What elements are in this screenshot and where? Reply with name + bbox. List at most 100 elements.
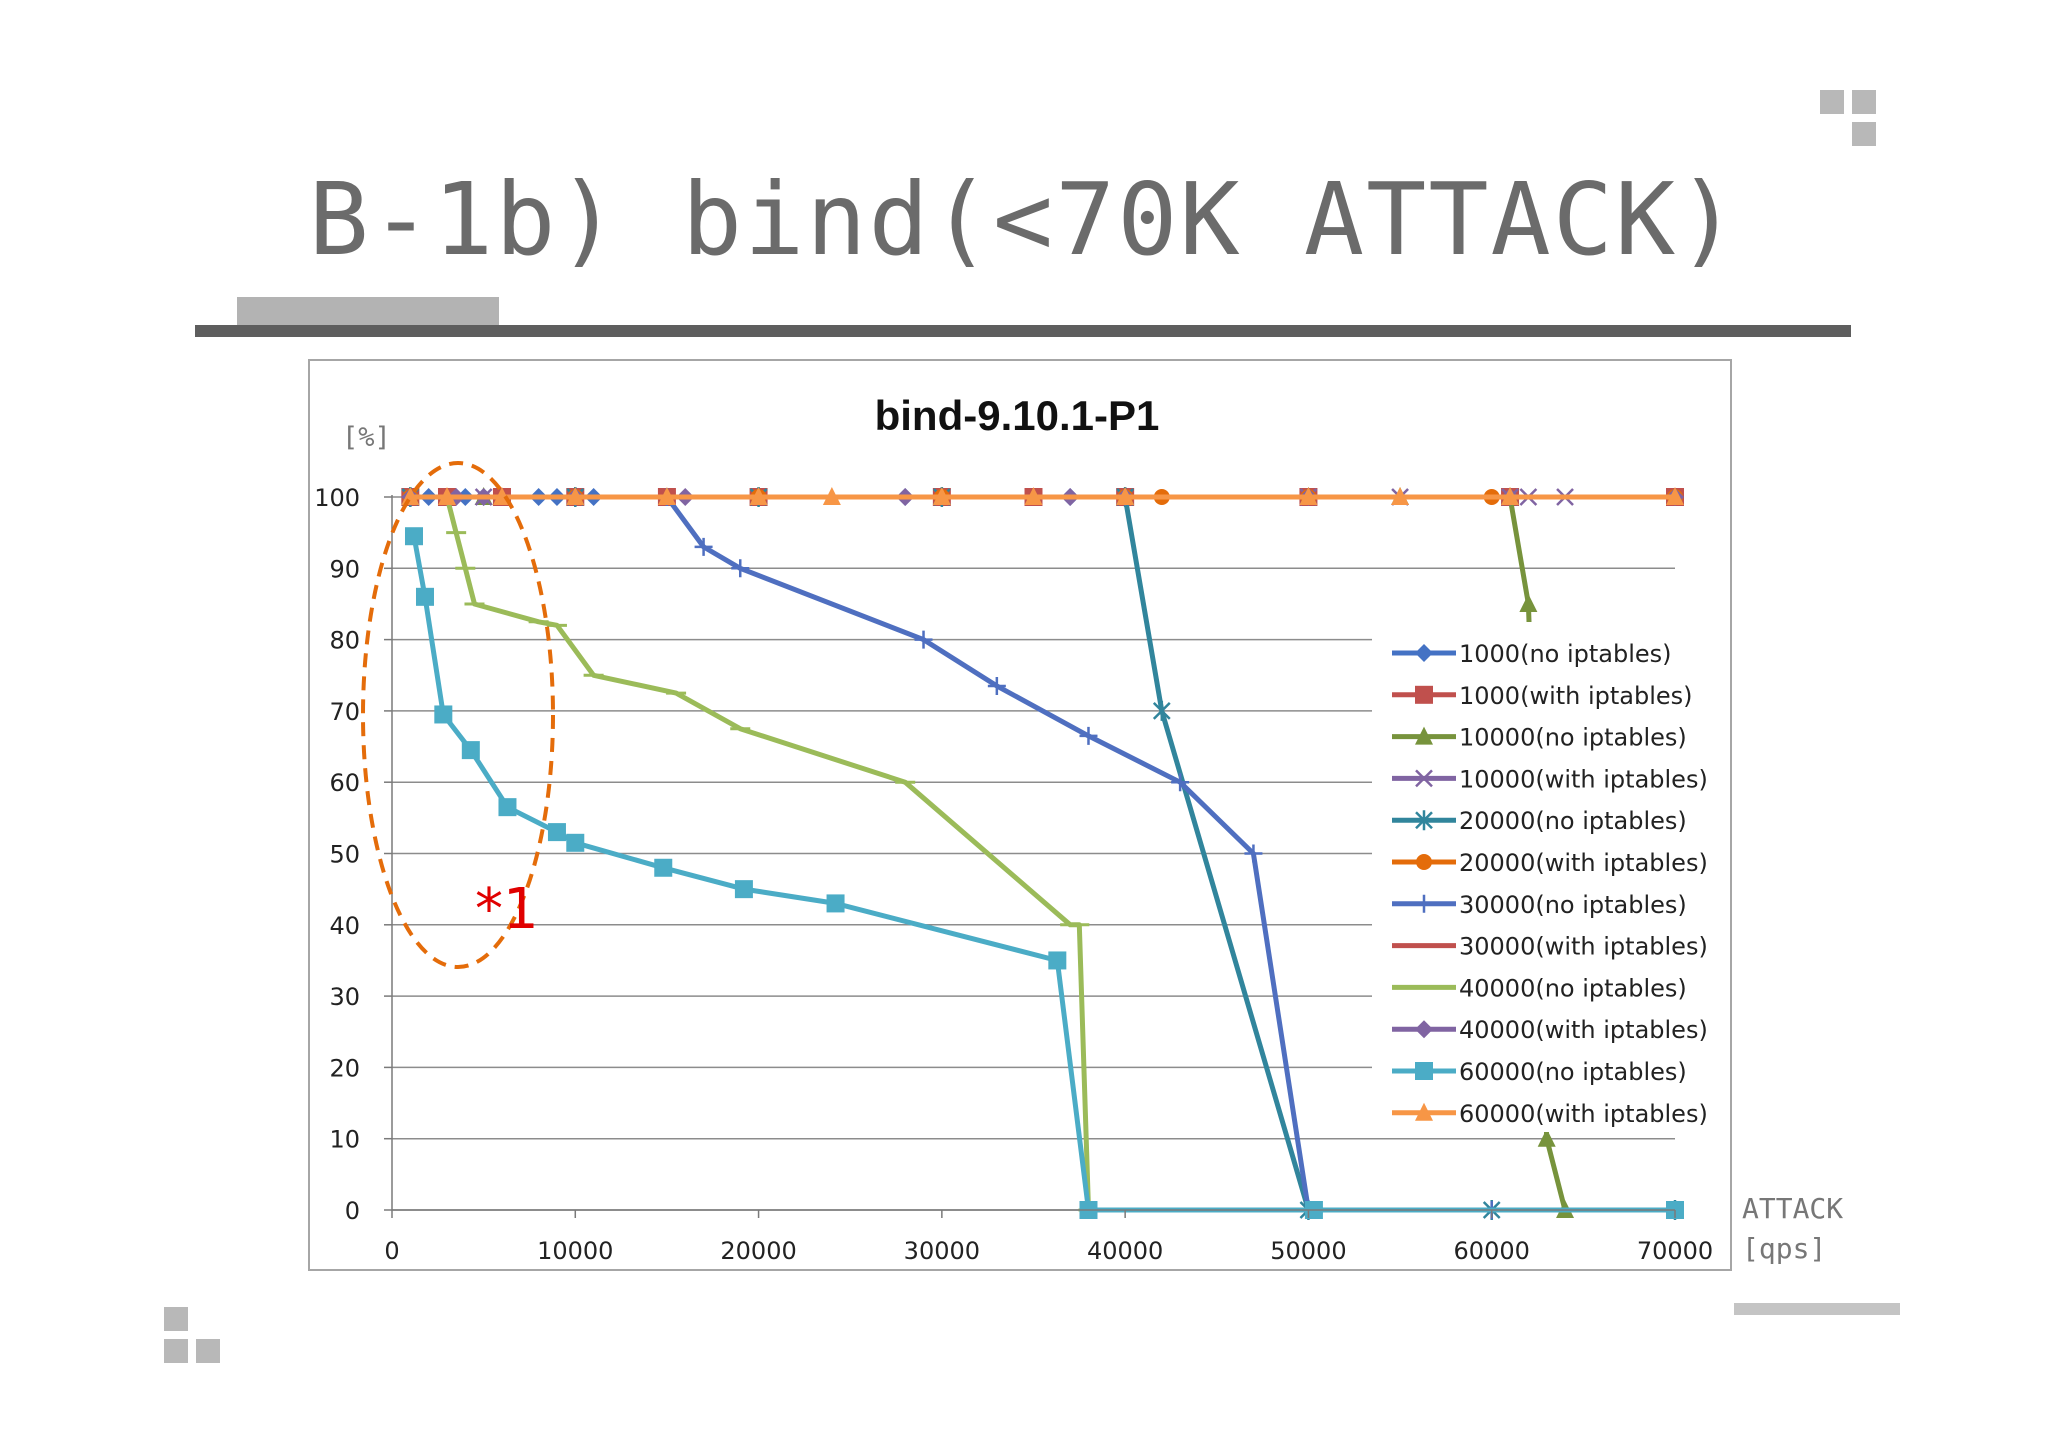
data-point [1415, 1020, 1433, 1039]
data-point [566, 487, 585, 505]
legend-label: 20000(no iptables) [1459, 807, 1687, 835]
y-tick-label: 20 [329, 1054, 360, 1082]
y-tick-label: 50 [329, 841, 360, 869]
legend-item: 60000(with iptables) [1392, 1100, 1708, 1128]
annotation-label: *1 [475, 877, 539, 942]
legend-label: 60000(no iptables) [1459, 1058, 1687, 1086]
chart-title: bind-9.10.1-P1 [875, 392, 1160, 439]
data-point [1415, 810, 1433, 831]
x-axis-label-line2: [qps] [1742, 1232, 1826, 1265]
y-tick-label: 10 [329, 1126, 360, 1154]
legend-label: 1000(no iptables) [1459, 640, 1672, 668]
corner-square [1820, 90, 1844, 114]
data-point [826, 894, 845, 913]
title-underline [195, 325, 1851, 337]
legend-item: 10000(with iptables) [1392, 765, 1708, 793]
data-point [1048, 951, 1067, 970]
x-tick-label: 0 [384, 1237, 399, 1265]
data-point [1415, 1102, 1433, 1121]
legend-item: 1000(with iptables) [1392, 682, 1693, 710]
data-point [1415, 769, 1433, 788]
data-point [415, 587, 434, 606]
y-tick-label: 70 [329, 698, 360, 726]
corner-square [196, 1339, 220, 1363]
y-axis-label: [%] [342, 422, 391, 453]
legend-item: 40000(no iptables) [1392, 974, 1687, 1002]
data-point [1244, 844, 1263, 863]
legend-item: 60000(no iptables) [1392, 1058, 1687, 1086]
legend-label: 30000(no iptables) [1459, 891, 1687, 919]
x-tick-label: 60000 [1454, 1237, 1530, 1265]
legend-label: 10000(with iptables) [1459, 765, 1708, 793]
data-point [1024, 487, 1043, 505]
x-tick-label: 70000 [1637, 1237, 1713, 1265]
legend-label: 40000(no iptables) [1459, 974, 1687, 1002]
data-point [1391, 487, 1410, 505]
data-point [932, 487, 951, 505]
x-tick-label: 10000 [537, 1237, 613, 1265]
data-point [1116, 487, 1135, 505]
x-tick-label: 50000 [1270, 1237, 1346, 1265]
data-point [434, 705, 453, 724]
legend-item: 1000(no iptables) [1392, 640, 1672, 668]
legend-item: 30000(with iptables) [1392, 933, 1708, 961]
legend-label: 40000(with iptables) [1459, 1016, 1708, 1044]
y-tick-label: 80 [329, 627, 360, 655]
data-point [822, 487, 841, 505]
data-point [1415, 1062, 1433, 1080]
data-point [1079, 726, 1098, 745]
y-tick-label: 0 [345, 1197, 360, 1225]
data-point [657, 487, 676, 505]
series-11 [404, 527, 1684, 1219]
highlight-ellipse [361, 461, 555, 969]
data-point [1666, 487, 1684, 505]
legend-label: 10000(no iptables) [1459, 724, 1687, 752]
data-point [461, 741, 480, 760]
x-axis-label-line1: ATTACK [1742, 1192, 1843, 1225]
legend-item: 30000(no iptables) [1392, 891, 1687, 919]
data-point [1415, 894, 1433, 913]
data-point [498, 798, 517, 817]
data-point [1501, 487, 1520, 505]
data-point [404, 527, 423, 546]
data-point [734, 880, 753, 899]
corner-square [1852, 90, 1876, 114]
legend-label: 20000(with iptables) [1459, 849, 1708, 877]
y-tick-label: 90 [329, 555, 360, 583]
x-tick-label: 20000 [720, 1237, 796, 1265]
x-tick-label: 40000 [1087, 1237, 1163, 1265]
slide-title: B-1b) bind(<70K ATTACK) [308, 161, 1740, 278]
legend-item: 10000(no iptables) [1392, 724, 1687, 752]
y-tick-label: 60 [329, 769, 360, 797]
data-point [1299, 487, 1318, 505]
data-point [1415, 685, 1433, 704]
data-point [566, 833, 585, 852]
legend-item: 20000(no iptables) [1392, 807, 1687, 835]
data-point [914, 630, 933, 649]
y-tick-label: 30 [329, 983, 360, 1011]
data-point [1415, 726, 1433, 745]
corner-square [1852, 122, 1876, 146]
legend-label: 60000(with iptables) [1459, 1100, 1708, 1128]
series-12 [401, 487, 1684, 505]
legend-box [1372, 622, 1722, 1132]
data-point [1416, 854, 1432, 870]
title-accent-bar [237, 297, 499, 325]
data-point [731, 559, 750, 578]
data-point [437, 487, 456, 505]
y-tick-label: 40 [329, 912, 360, 940]
data-point [654, 858, 673, 877]
legend-label: 1000(with iptables) [1459, 682, 1693, 710]
data-point [1171, 773, 1190, 792]
x-tick-label: 30000 [904, 1237, 980, 1265]
y-tick-label: 100 [314, 484, 360, 512]
data-point [1537, 1128, 1556, 1147]
corner-square [164, 1339, 188, 1363]
legend-item: 40000(with iptables) [1392, 1016, 1708, 1044]
data-point [1519, 593, 1538, 612]
corner-square [164, 1307, 188, 1331]
data-point [987, 676, 1006, 695]
data-point [547, 823, 566, 842]
data-point [749, 487, 768, 505]
